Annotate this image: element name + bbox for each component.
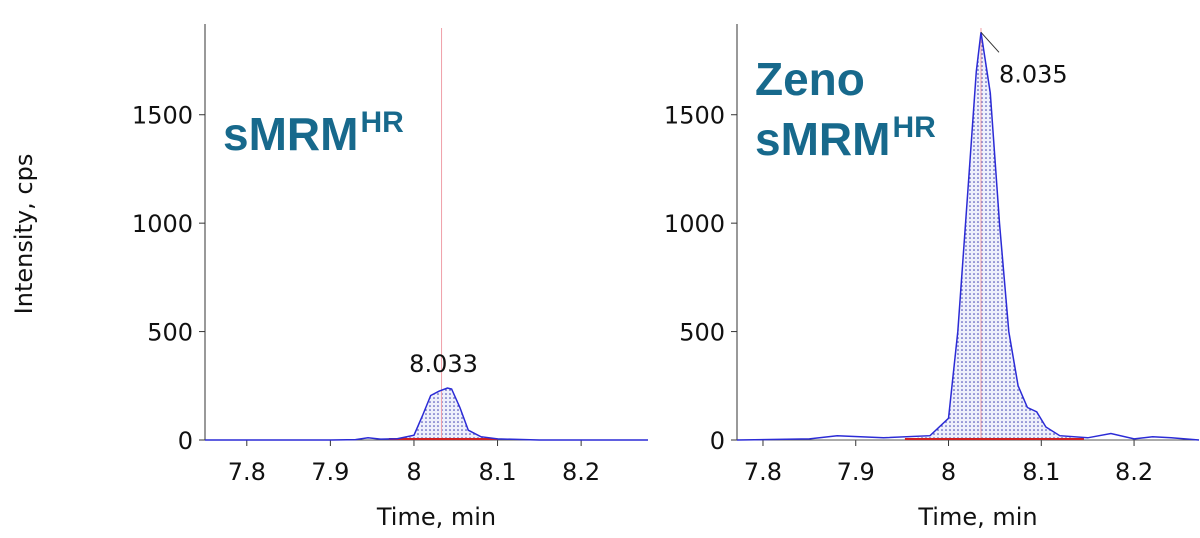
annotation-leader xyxy=(980,32,1000,53)
x-tick-label: 8.2 xyxy=(1115,458,1153,486)
x-tick-label: 8 xyxy=(941,458,956,486)
y-tick-label: 500 xyxy=(147,319,193,347)
y-tick-label: 1500 xyxy=(132,102,193,130)
x-tick-label: 7.9 xyxy=(311,458,349,486)
trace xyxy=(205,387,648,441)
x-tick-label: 7.8 xyxy=(228,458,266,486)
y-tick-label: 0 xyxy=(178,427,193,455)
panel-label: sMRM xyxy=(223,108,358,160)
x-tick-label: 8.1 xyxy=(478,458,516,486)
x-tick-label: 8.2 xyxy=(562,458,600,486)
peak-label: 8.035 xyxy=(999,60,1068,88)
peak-label: 8.033 xyxy=(409,350,478,378)
x-tick-label: 7.9 xyxy=(837,458,875,486)
x-tick-label: 7.8 xyxy=(744,458,782,486)
panel-label-sup: HR xyxy=(892,111,936,144)
panel-label-sup: HR xyxy=(360,106,404,139)
x-tick-label: 8.1 xyxy=(1022,458,1060,486)
y-tick-label: 0 xyxy=(710,427,725,455)
y-axis-label: Intensity, cps xyxy=(10,154,38,315)
x-axis-label: Time, min xyxy=(917,503,1037,531)
y-tick-label: 500 xyxy=(679,319,725,347)
x-tick-label: 8 xyxy=(406,458,421,486)
trace xyxy=(736,32,1200,441)
peak-area xyxy=(388,387,498,440)
panel-label: Zeno xyxy=(755,53,865,105)
panel-label: sMRM xyxy=(755,113,890,165)
x-axis-label: Time, min xyxy=(376,503,496,531)
y-tick-label: 1000 xyxy=(664,210,725,238)
peak-area xyxy=(904,32,1084,440)
y-tick-label: 1500 xyxy=(664,102,725,130)
y-tick-label: 1000 xyxy=(132,210,193,238)
